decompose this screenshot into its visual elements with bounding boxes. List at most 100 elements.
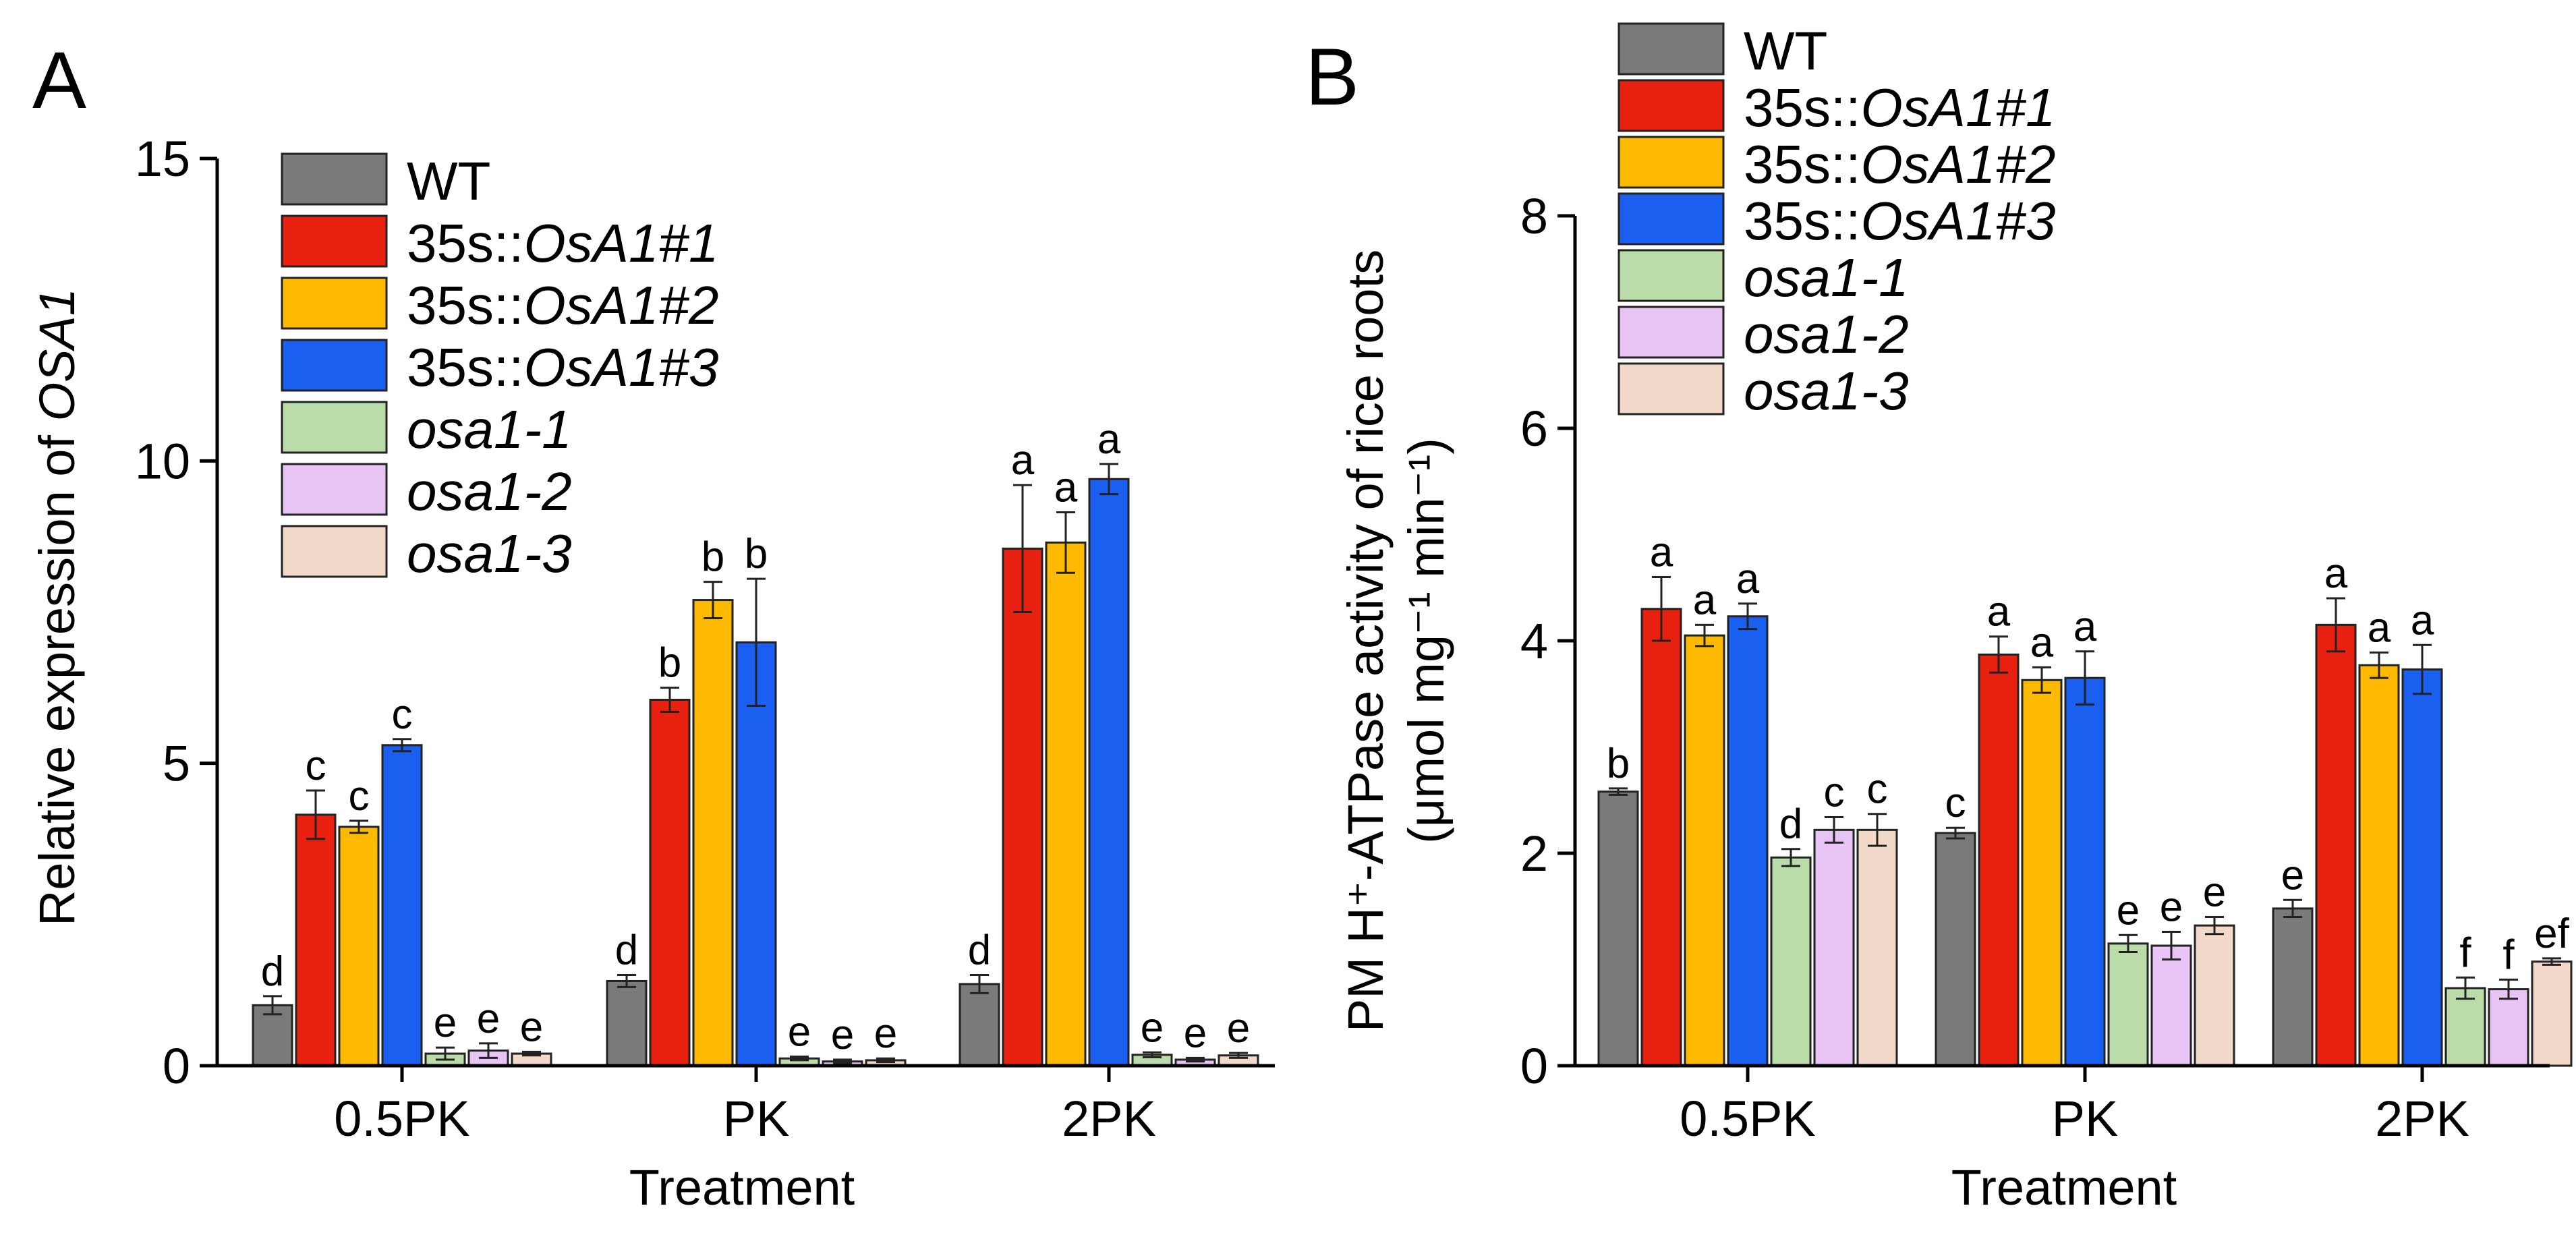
chart-a-y-tick-label-3: 15 [135, 131, 190, 187]
chart-b-bar-1-2 [2315, 623, 2357, 1067]
chart-b-bar-1-0 [1640, 608, 1682, 1067]
chart-b-legend-swatch-5 [1618, 306, 1725, 359]
chart-b-bar-6-0 [1856, 828, 1898, 1067]
chart-a-legend-label-italic-5: osa1-2 [407, 461, 572, 521]
chart-b-bar-4-0 [1770, 856, 1812, 1067]
chart-a-y-axis-title: Relative expression of OSA1 [29, 288, 85, 926]
chart-b-bar-0-0 [1597, 791, 1639, 1067]
chart-b-sig-label-3-2: a [2411, 597, 2434, 643]
chart-b-bar-5-1 [2150, 944, 2192, 1067]
chart-b-legend-label-plain-3: 35s:: [1744, 191, 1860, 251]
panel-letter-a: A [32, 35, 86, 125]
chart-a-x-tick-label-1: PK [723, 1091, 790, 1147]
chart-b-legend-label-6: osa1-3 [1744, 361, 1909, 421]
chart-a-legend-label-1: 35s::OsA1#1 [407, 213, 719, 273]
chart-a-legend-label-plain-2: 35s:: [407, 275, 523, 335]
chart-b-bar-2-2 [2358, 664, 2400, 1067]
chart-b-sig-label-5-0: c [1824, 769, 1845, 815]
chart-b-sig-label-3-0: a [1736, 556, 1760, 602]
chart-a-legend-label-0: WT [407, 151, 490, 211]
chart-b-legend-label-4: osa1-1 [1744, 248, 1909, 308]
chart-a-y-tick-label-1: 5 [163, 736, 190, 792]
chart-b-sig-label-1-1: a [1987, 589, 2011, 635]
chart-b-legend-swatch-1 [1618, 79, 1725, 132]
chart-b-bar-5-0 [1813, 828, 1855, 1067]
chart-a-legend-label-italic-3: OsA1#3 [523, 337, 718, 397]
chart-b-legend-label-italic-5: osa1-2 [1744, 304, 1909, 364]
chart-a-legend-label-plain-3: 35s:: [407, 337, 523, 397]
chart-a-sig-label-0-0: d [261, 948, 284, 995]
chart-b-x-tick-label-2: 2PK [2375, 1091, 2469, 1147]
chart-a-sig-label-4-1: e [788, 1009, 811, 1056]
chart-b-sig-label-3-1: a [2073, 604, 2097, 650]
chart-b-sig-label-5-2: f [2502, 931, 2515, 978]
panel-letter-b: B [1305, 32, 1359, 122]
chart-a-bar-0-1 [606, 979, 648, 1067]
chart-a-legend-label-plain-0: WT [407, 151, 490, 211]
chart-a-sig-label-1-1: b [658, 640, 681, 687]
chart-b-y-tick-label-1: 2 [1520, 826, 1548, 882]
chart-a-sig-label-4-0: e [434, 1000, 457, 1046]
chart-a-bar-3-0 [381, 744, 423, 1067]
chart-a-legend-label-plain-1: 35s:: [407, 213, 523, 273]
chart-a-y-tick-label-2: 10 [135, 433, 190, 489]
chart-a-sig-label-2-1: b [702, 534, 724, 581]
chart-a-sig-label-1-0: c [306, 743, 326, 789]
chart-a-sig-label-0-2: d [968, 927, 991, 974]
chart-a-bar-2-0 [338, 826, 380, 1067]
chart-b-bar-0-1 [1935, 832, 1976, 1067]
chart-b-y-tick-label-4: 8 [1520, 188, 1548, 244]
chart-b-legend-label-3: 35s::OsA1#3 [1744, 191, 2056, 251]
chart-a-legend-swatch-5 [281, 463, 388, 516]
chart-b-legend-label-plain-2: 35s:: [1744, 134, 1860, 194]
chart-a-sig-label-3-2: a [1097, 416, 1121, 463]
chart-b-bar-4-1 [2107, 942, 2149, 1067]
chart-b-sig-label-2-2: a [2368, 604, 2391, 651]
chart-a-legend-swatch-2 [281, 277, 388, 330]
chart-a-sig-label-6-2: e [1227, 1005, 1250, 1052]
chart-a-legend-label-italic-1: OsA1#1 [523, 213, 718, 273]
chart-a-legend-label-4: osa1-1 [407, 399, 572, 459]
chart-b-legend-label-5: osa1-2 [1744, 304, 1909, 364]
chart-b-legend-swatch-6 [1618, 362, 1725, 415]
chart-a-sig-label-5-1: e [831, 1012, 854, 1058]
chart-a-legend-swatch-3 [281, 339, 388, 392]
chart-a-legend-label-italic-6: osa1-3 [407, 523, 572, 583]
chart-b-legend-label-italic-4: osa1-1 [1744, 248, 1909, 308]
chart-b-sig-label-1-2: a [2324, 550, 2348, 597]
chart-b-legend-label-plain-0: WT [1744, 21, 1827, 81]
chart-a-legend-label-6: osa1-3 [407, 523, 572, 583]
chart-a-sig-label-1-2: a [1011, 437, 1035, 484]
chart-b-sig-label-2-1: a [2030, 619, 2054, 666]
chart-b-y-tick-label-0: 0 [1520, 1038, 1548, 1094]
chart-a-legend-swatch-1 [281, 214, 388, 268]
chart-b-legend-label-italic-6: osa1-3 [1744, 361, 1909, 421]
chart-b-sig-label-0-1: c [1945, 780, 1966, 826]
chart-b-legend-swatch-4 [1618, 249, 1725, 302]
chart-a-legend-label-2: 35s::OsA1#2 [407, 275, 719, 335]
chart-b-legend-label-1: 35s::OsA1#1 [1744, 78, 2056, 138]
chart-b-sig-label-5-1: e [2160, 884, 2183, 931]
chart-b-bar-1-1 [1978, 653, 2020, 1067]
chart-a-legend-swatch-6 [281, 525, 388, 578]
chart-a-bar-3-2 [1088, 478, 1130, 1067]
chart-b-sig-label-4-1: e [2117, 887, 2140, 934]
chart-a-bar-2-2 [1045, 541, 1087, 1067]
chart-a-legend-label-3: 35s::OsA1#3 [407, 337, 719, 397]
chart-b-sig-label-0-2: e [2281, 852, 2304, 898]
chart-b-sig-label-6-2: ef [2534, 911, 2569, 957]
chart-a-x-axis-title: Treatment [629, 1159, 855, 1215]
chart-b-sig-label-4-0: d [1779, 801, 1802, 848]
chart-b-bar-0-2 [2272, 907, 2314, 1067]
chart-a-bar-1-2 [1002, 547, 1043, 1067]
chart-b-bar-2-0 [1684, 634, 1725, 1067]
chart-a-legend-label-italic-4: osa1-1 [407, 399, 572, 459]
chart-a-bar-1-0 [295, 813, 337, 1067]
chart-a-sig-label-5-0: e [477, 996, 500, 1042]
chart-b-legend-label-0: WT [1744, 21, 1827, 81]
chart-b-sig-label-1-0: a [1650, 529, 1673, 576]
chart-b-sig-label-4-2: f [2459, 929, 2471, 976]
chart-a-legend-swatch-4 [281, 401, 388, 454]
